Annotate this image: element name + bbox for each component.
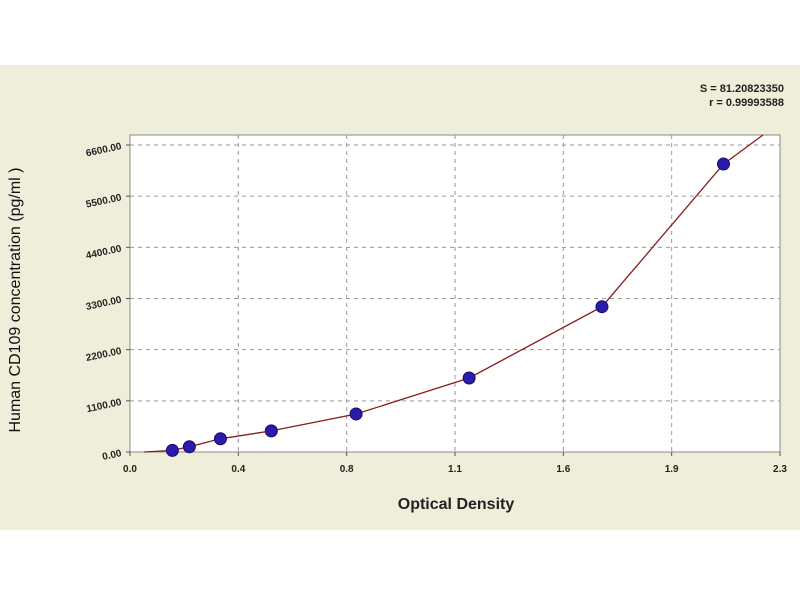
x-tick-label: 1.6 <box>556 464 570 475</box>
y-tick-label: 3300.00 <box>85 295 123 313</box>
x-tick-label: 0.8 <box>340 464 354 475</box>
y-tick-label: 2200.00 <box>85 346 123 364</box>
data-point <box>213 432 227 446</box>
plot-area <box>129 134 781 453</box>
data-point <box>462 371 476 385</box>
x-tick-label: 1.9 <box>665 464 679 475</box>
data-points-layer <box>165 157 730 457</box>
x-tick-label: 1.1 <box>448 464 462 475</box>
y-tick-label: 4400.00 <box>85 243 123 261</box>
data-point <box>165 443 179 457</box>
y-tick-labels: 0.00 1100.00 2200.00 3300.00 4400.00 5500.00 6… <box>85 141 123 463</box>
data-point <box>182 440 196 454</box>
fit-stat-s: S = 81.20823350 <box>699 83 784 95</box>
fit-curve-layer <box>144 134 764 453</box>
y-tick-label: 6600.00 <box>85 141 123 159</box>
x-axis-label: Optical Density <box>397 496 515 513</box>
x-tick-label: 2.3 <box>773 464 787 475</box>
x-tick-label: 0.0 <box>123 464 137 475</box>
fit-stat-r: r = 0.99993588 <box>709 97 784 109</box>
fit-curve <box>144 134 764 453</box>
x-tick-labels: 0.0 0.4 0.8 1.1 1.6 1.9 2.3 <box>123 464 787 475</box>
y-tick-label: 5500.00 <box>85 192 123 210</box>
y-tick-label: 1100.00 <box>86 397 124 415</box>
grid-lines <box>126 135 781 456</box>
fit-statistics: S = 81.20823350 r = 0.99993588 <box>700 82 784 110</box>
x-tick-label: 0.4 <box>231 464 245 475</box>
y-tick-label: 0.00 <box>101 448 123 463</box>
data-point <box>716 157 730 171</box>
data-point <box>349 407 363 421</box>
data-point <box>264 424 278 438</box>
data-point <box>595 300 609 314</box>
